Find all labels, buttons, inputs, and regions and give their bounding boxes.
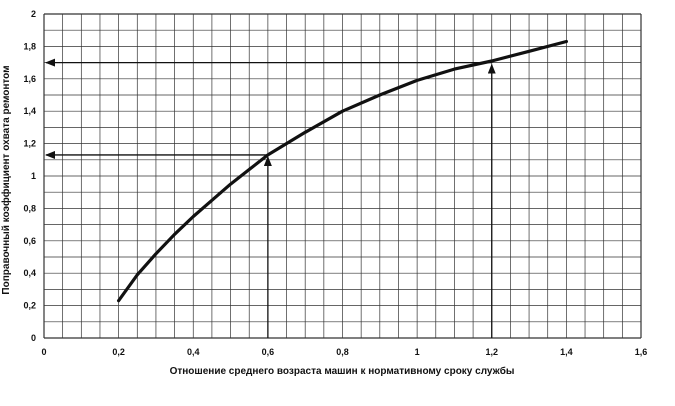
y-tick-label: 1,2: [23, 139, 36, 149]
annotations: [45, 58, 496, 338]
y-tick-label: 1: [31, 171, 36, 181]
x-tick-label: 1,6: [635, 347, 648, 357]
series-line: [116, 39, 569, 303]
x-tick-label: 0,2: [112, 347, 125, 357]
y-tick-label: 0,6: [23, 236, 36, 246]
y-tick-label: 0,8: [23, 203, 36, 213]
y-axis-label: Поправочный коэффициент охвата ремонтом: [0, 65, 12, 294]
series: [116, 39, 569, 303]
y-tick-label: 2: [31, 9, 36, 19]
x-tick-label: 0,8: [336, 347, 349, 357]
y-tick-label: 0: [31, 333, 36, 343]
x-tick-label: 1,4: [560, 347, 573, 357]
y-tick-label: 1,8: [23, 41, 36, 51]
tick-labels: 0 0,2 0,4 0,6 0,8 1 1,2 1,4 1,6 0 0,2 0,4 0,6 0,8 1 1,2…: [23, 9, 647, 357]
x-tick-label: 0,6: [262, 347, 275, 357]
y-tick-label: 0,4: [23, 268, 36, 278]
y-tick-label: 0,2: [23, 301, 36, 311]
x-tick-label: 1,2: [485, 347, 498, 357]
y-tick-label: 1,4: [23, 106, 36, 116]
x-axis-label: Отношение среднего возраста машин к норм…: [170, 365, 515, 377]
y-tick-label: 1,6: [23, 74, 36, 84]
x-tick-label: 0: [41, 347, 46, 357]
x-tick-label: 0,4: [187, 347, 200, 357]
x-tick-label: 1: [415, 347, 420, 357]
